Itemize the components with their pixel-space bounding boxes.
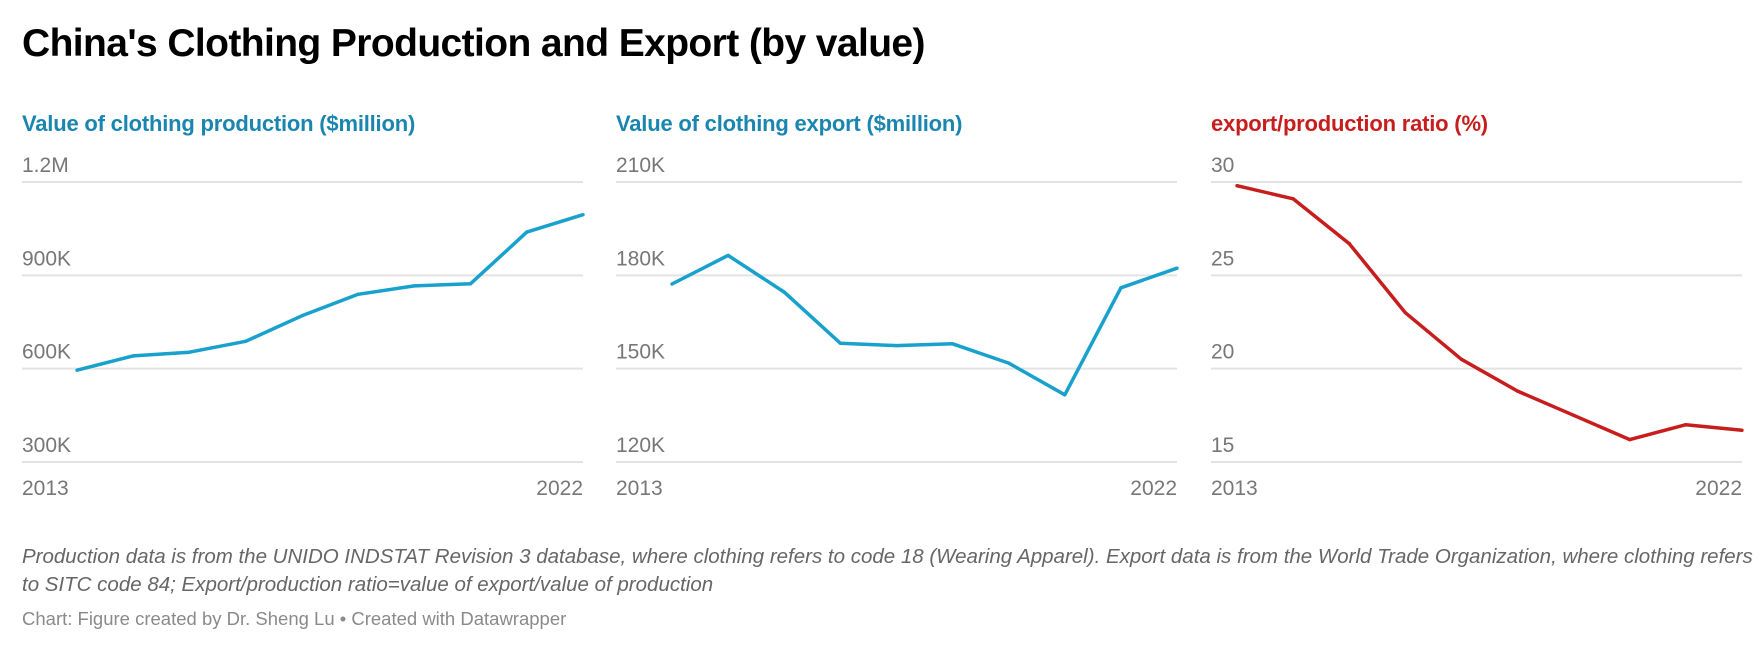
data-point <box>1403 310 1408 315</box>
data-point <box>1628 437 1632 442</box>
ratio-chart-title: export/production ratio (%) <box>1211 111 1488 136</box>
data-point <box>838 341 843 345</box>
data-point <box>468 282 473 286</box>
data-point <box>300 314 304 318</box>
y-tick-label: 210K <box>616 154 665 177</box>
data-point <box>412 284 417 288</box>
y-tick-label: 120K <box>616 434 665 457</box>
y-tick-label: 900K <box>22 247 71 270</box>
data-point <box>187 350 192 354</box>
data-point <box>782 290 786 294</box>
data-point <box>581 212 585 217</box>
x-tick-label: 2022 <box>1130 477 1177 500</box>
x-tick-label: 2013 <box>616 477 663 500</box>
chart-credit: Chart: Figure created by Dr. Sheng Lu • … <box>22 608 567 629</box>
y-tick-label: 25 <box>1211 247 1234 270</box>
chart-title: China's Clothing Production and Export (… <box>22 22 926 65</box>
data-point <box>1291 197 1295 201</box>
chart-notes: Production data is from the UNIDO INDSTA… <box>22 545 1753 596</box>
data-point <box>356 292 360 297</box>
data-point <box>1006 361 1011 365</box>
x-tick-label: 2022 <box>1695 477 1742 500</box>
data-point <box>1740 428 1744 432</box>
y-tick-label: 15 <box>1211 434 1234 457</box>
x-tick-label: 2013 <box>1211 477 1258 500</box>
data-point <box>1235 184 1239 188</box>
data-point <box>950 342 955 346</box>
data-point <box>1571 413 1576 418</box>
data-point <box>243 339 248 343</box>
y-tick-label: 30 <box>1211 154 1234 177</box>
data-point <box>1063 393 1067 397</box>
y-tick-label: 180K <box>616 247 665 270</box>
series-line <box>1236 183 1743 442</box>
data-point <box>1515 389 1520 393</box>
y-tick-label: 20 <box>1211 341 1234 364</box>
data-point <box>726 253 730 258</box>
data-point <box>1347 241 1351 246</box>
y-tick-label: 150K <box>616 341 665 364</box>
data-point <box>75 368 79 372</box>
production-chart-title: Value of clothing production ($million) <box>22 111 416 136</box>
data-point <box>1175 266 1179 270</box>
y-tick-label: 1.2M <box>22 154 69 177</box>
data-point <box>1119 286 1123 290</box>
data-point <box>894 343 899 348</box>
export-chart-title: Value of clothing export ($million) <box>616 111 963 136</box>
series-line <box>76 213 584 372</box>
data-point <box>670 282 674 286</box>
x-tick-label: 2022 <box>536 477 583 500</box>
y-tick-label: 300K <box>22 434 71 457</box>
series-line <box>671 253 1178 397</box>
data-point <box>525 230 529 234</box>
y-tick-label: 600K <box>22 341 71 364</box>
data-point <box>131 354 135 358</box>
x-tick-label: 2013 <box>22 477 69 500</box>
data-point <box>1684 422 1688 427</box>
data-point <box>1459 357 1464 362</box>
